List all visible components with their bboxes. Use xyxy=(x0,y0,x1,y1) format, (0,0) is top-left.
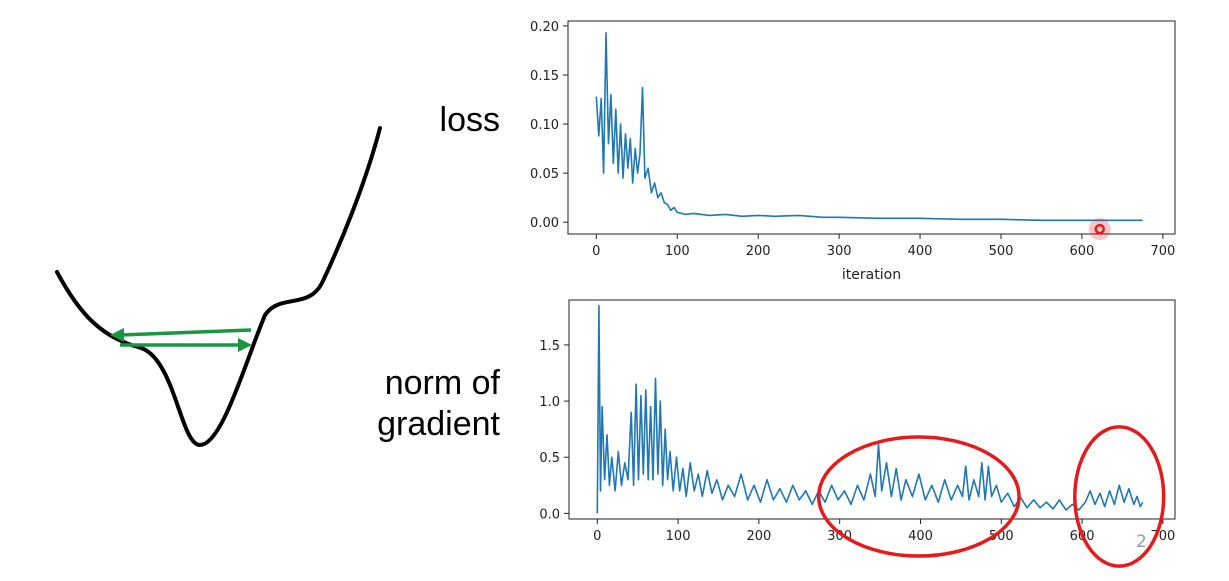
gradient-norm-label-line2: gradient xyxy=(377,404,500,443)
x-tick-label: 0 xyxy=(593,529,601,544)
gradient-norm-label: norm of gradient xyxy=(330,363,500,445)
page-number: 2 xyxy=(1136,532,1147,552)
x-tick-label: 300 xyxy=(827,244,852,259)
x-tick-label: 200 xyxy=(746,529,771,544)
loss-valley-illustration xyxy=(55,126,382,448)
x-tick-label: 600 xyxy=(1070,244,1095,259)
y-tick-label: 0.00 xyxy=(530,216,559,231)
gradient-norm-label-line1: norm of xyxy=(384,364,500,402)
x-tick-label: 700 xyxy=(1150,244,1175,259)
x-tick-label: 100 xyxy=(666,529,691,544)
cursor-marker xyxy=(1094,223,1105,235)
loss-label: loss xyxy=(439,101,500,139)
plot-frame xyxy=(568,299,1176,520)
y-tick-label: 0.10 xyxy=(530,118,559,133)
x-tick-label: 400 xyxy=(908,244,933,259)
y-tick-label: 1.5 xyxy=(539,339,560,354)
series-line xyxy=(595,31,1143,222)
x-axis-label: iteration xyxy=(842,267,901,283)
x-tick-label: 500 xyxy=(989,529,1014,544)
cursor-marker-glow xyxy=(1088,218,1111,241)
series-line xyxy=(596,304,1144,514)
x-tick-label: 400 xyxy=(908,529,933,544)
arrow-right xyxy=(120,338,252,352)
y-tick-label: 1.0 xyxy=(539,395,560,410)
arrow-left xyxy=(110,328,252,342)
y-tick-label: 0.20 xyxy=(530,20,559,35)
loss-chart: 0 100 200 300 400 500 600 700 0.00 0.05 0.10 0.15 0.… xyxy=(530,20,1176,283)
highlight-ellipse xyxy=(816,435,1021,558)
x-tick-label: 100 xyxy=(665,244,690,259)
y-tick-label: 0.0 xyxy=(539,507,560,522)
y-tick-label: 0.05 xyxy=(530,167,559,182)
y-tick-label: 0.5 xyxy=(539,451,560,466)
x-tick-label: 0 xyxy=(592,244,600,259)
x-tick-label: 200 xyxy=(746,244,771,259)
y-tick-label: 0.15 xyxy=(530,69,559,84)
plot-frame xyxy=(567,20,1176,235)
highlight-ellipse xyxy=(1073,425,1166,568)
x-tick-label: 500 xyxy=(989,244,1014,259)
x-tick-label: 300 xyxy=(827,529,852,544)
